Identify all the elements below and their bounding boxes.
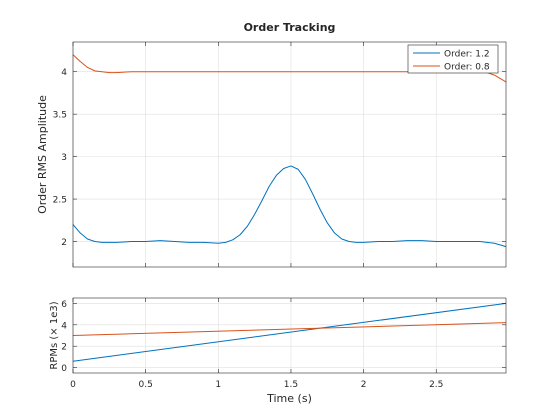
top-y-tick-label: 3.5 xyxy=(53,111,67,121)
top-y-tick-label: 3 xyxy=(61,153,67,163)
bottom-y-tick-label: 4 xyxy=(61,321,67,331)
top-plot-area xyxy=(73,42,506,267)
top-y-tick-label: 2 xyxy=(61,238,67,248)
order-rms-axes: 2 2.5 3 3.5 4 Order Tracking Order RMS Ampli… xyxy=(36,21,507,268)
x-tick-label: 1 xyxy=(215,380,221,390)
bottom-y-tick-label: 6 xyxy=(61,300,67,310)
top-y-tick-label: 2.5 xyxy=(53,196,67,206)
x-tick-label: 1.5 xyxy=(284,380,298,390)
legend-label-order-1-2: Order: 1.2 xyxy=(444,50,490,60)
y-axis-label-bottom: RPMs (× 1e3) xyxy=(49,301,60,369)
bottom-series-line-1 xyxy=(72,322,507,336)
legend-label-order-0-8: Order: 0.8 xyxy=(444,63,490,73)
y-axis-label-top: Order RMS Amplitude xyxy=(36,95,49,214)
rpm-axes: 0 0.5 1 1.5 2 2.5 0 2 4 6 Time (s) RPMs (× 1e3) xyxy=(49,297,507,405)
x-tick-label: 0 xyxy=(70,380,76,390)
top-axes-box xyxy=(72,41,507,268)
x-tick-label: 2 xyxy=(361,380,367,390)
top-series-line-0 xyxy=(72,165,507,248)
bottom-axes-box xyxy=(72,297,507,374)
x-tick-label: 2.5 xyxy=(429,380,443,390)
x-axis-label: Time (s) xyxy=(266,392,312,405)
legend-box xyxy=(407,44,499,74)
legend: Order: 1.2 Order: 0.8 xyxy=(407,44,499,74)
bottom-y-tick-label: 2 xyxy=(61,343,67,353)
bottom-y-tick-label: 0 xyxy=(61,364,67,374)
bottom-series-line-0 xyxy=(72,302,507,362)
top-y-tick-label: 4 xyxy=(61,68,67,78)
chart-title: Order Tracking xyxy=(244,21,336,34)
x-tick-label: 0.5 xyxy=(138,380,152,390)
bottom-plot-area xyxy=(73,298,506,373)
